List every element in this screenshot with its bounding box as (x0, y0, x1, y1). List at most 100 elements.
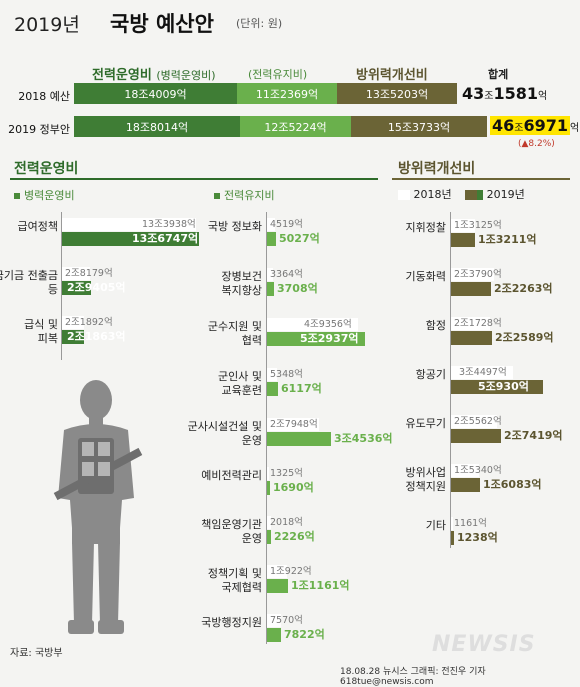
bar-2018 (451, 415, 497, 428)
total-2018-rest: 1581 (493, 84, 538, 103)
header-improvement: 방위력개선비 (356, 68, 428, 83)
soldier-illustration (53, 380, 143, 634)
header-operating: 전력운영비 (병력운영비) (92, 64, 216, 83)
value-label-2018: 7570억 (270, 615, 303, 626)
row-label-2019: 2019 정부안 (8, 123, 70, 136)
bar-2018 (267, 268, 273, 281)
value-label-2018: 2조3790억 (454, 269, 502, 280)
bar-2019 (267, 282, 274, 296)
bar-2019 (62, 232, 199, 246)
category-label: 유도무기 (405, 417, 446, 430)
bar-2019 (451, 282, 491, 296)
section-improvement-title: 방위력개선비 (398, 161, 476, 177)
value-label-2018: 2조7948억 (270, 419, 318, 430)
unit-note: (단위: 원) (236, 17, 283, 30)
bar-2018-maintenance: 11조2369억 (237, 83, 337, 104)
bar-2019 (267, 382, 278, 396)
value-label-2019: 2226억 (274, 530, 315, 543)
bar-2018 (62, 218, 196, 231)
category-label: 장병보건 복지향상 (221, 270, 262, 297)
bar-2019 (267, 530, 271, 544)
total-2018-unit2: 억 (538, 91, 548, 102)
value-label-2019: 1690억 (273, 481, 314, 494)
value-label-2019: 2조2589억 (495, 331, 554, 344)
value-label-2019: 1238억 (457, 531, 498, 544)
value-label-2018: 1325억 (270, 468, 303, 479)
bar-2018 (267, 614, 281, 627)
bar-2018 (451, 464, 479, 477)
legend-2018-swatch (398, 190, 410, 200)
value-label-2018: 2조1728억 (454, 318, 502, 329)
header-personnel-sub: (병력운영비) (156, 69, 216, 82)
bar-2018 (451, 219, 475, 232)
category-label: 군수지원 및 협력 (207, 320, 262, 347)
value-label-2019: 2조2263억 (494, 282, 553, 295)
bar-2019 (62, 330, 84, 344)
bar-2018 (267, 467, 269, 480)
value-label-2018: 1조5340억 (454, 465, 502, 476)
personnel-subhead-label: 병력운영비 (24, 189, 75, 202)
legend-2019-swatch-olive (465, 190, 478, 200)
bar-2019-personnel: 18조8014억 (74, 116, 240, 137)
bar-2018 (267, 218, 275, 231)
bar-2019 (267, 628, 281, 642)
bar-2019 (451, 233, 475, 247)
page-title: 국방 예산안 (110, 12, 214, 36)
g-personnel-axis (61, 212, 62, 360)
value-label-2018: 4조9356억 (304, 319, 352, 330)
category-label: 책임운영기관 운영 (201, 518, 262, 545)
category-label: 기타 (425, 519, 446, 532)
bar-2019 (451, 380, 543, 394)
value-label-2018: 1161억 (454, 518, 487, 529)
value-label-2018: 1조3125억 (454, 220, 502, 231)
bar-2019 (451, 429, 501, 443)
category-label: 방위사업 정책지원 (405, 466, 446, 493)
value-label-2018: 2조8179억 (65, 268, 113, 279)
total-2018: 43조1581억 (462, 84, 547, 103)
credit-line: 18.08.28 뉴시스 그래픽: 전진우 기자 618tue@newsis.c… (340, 667, 486, 687)
bar-2018 (267, 418, 319, 431)
bar-2018 (451, 268, 494, 281)
value-label-2018: 3조4497억 (459, 367, 507, 378)
bar-2018-improvement: 13조5203억 (337, 83, 457, 104)
total-2019-jo: 46 (492, 116, 515, 135)
bar-2018 (451, 317, 490, 330)
total-2019-unit2: 억 (570, 123, 580, 134)
legend-2019-label: 2019년 (486, 188, 525, 201)
category-label: 기동화력 (405, 270, 446, 283)
delta-percent: (▲8.2%) (518, 139, 555, 149)
section-improvement-divider (392, 178, 570, 180)
maintenance-subhead: 전력유지비 (214, 187, 275, 203)
total-2018-unit1: 조 (484, 91, 494, 102)
category-label: 지휘정찰 (405, 221, 446, 234)
value-label-2019: 5027억 (279, 232, 320, 245)
bar-2018-personnel: 18조4009억 (74, 83, 237, 104)
bar-2019-improvement: 15조3733억 (351, 116, 487, 137)
bar-2018 (267, 368, 277, 381)
value-label-2019: 2조7419억 (504, 429, 563, 442)
value-label-2019: 5조2937억 (300, 332, 359, 345)
legend-2018-label: 2018년 (413, 188, 452, 201)
value-label-2019: 1조1161억 (291, 579, 350, 592)
category-label: 군인사 및 교육훈련 (218, 370, 262, 397)
header-total: 합계 (488, 68, 509, 81)
value-label-2019: 6117억 (281, 382, 322, 395)
bar-2018 (267, 318, 358, 331)
newsis-watermark: NEWSIS (432, 632, 536, 657)
bar-2018 (267, 516, 271, 529)
bar-2018 (62, 316, 84, 329)
category-label: 국방 정보화 (207, 220, 262, 233)
personnel-subhead: 병력운영비 (14, 187, 75, 203)
total-2019-rest: 6971 (523, 116, 568, 135)
bar-2019 (267, 332, 365, 346)
total-2019-unit1: 조 (514, 123, 524, 134)
bar-2019 (451, 331, 492, 345)
value-label-2019: 3708억 (277, 282, 318, 295)
bar-2019 (267, 232, 276, 246)
category-label: 급여정책 (17, 220, 58, 233)
value-label-2018: 2018억 (270, 517, 303, 528)
maintenance-subhead-label: 전력유지비 (224, 189, 275, 202)
value-label-2019: 3조4536억 (334, 432, 393, 445)
g-improvement-axis (450, 212, 451, 548)
